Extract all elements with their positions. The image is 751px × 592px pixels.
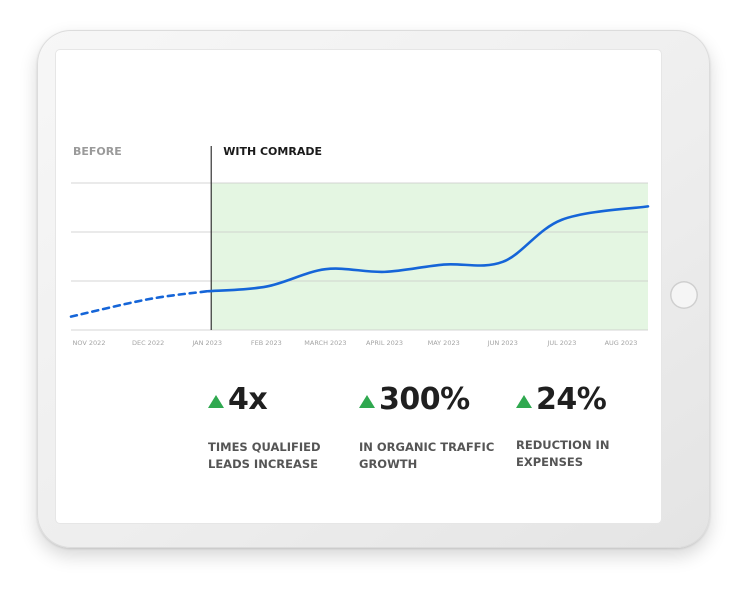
home-button[interactable] [670,281,698,309]
stat-value: 24% [536,382,607,417]
x-tick-label: FEB 2023 [251,339,282,347]
x-tick-label: JUN 2023 [487,339,518,347]
series-line-with [205,205,650,293]
up-arrow-icon [208,395,224,408]
stat-value-row: 300% [359,382,499,417]
up-arrow-icon [359,395,375,408]
x-tick-label: MAY 2023 [428,339,460,347]
stat-expenses: 24% REDUCTION IN EXPENSES [516,382,656,471]
stat-value: 4x [228,382,268,417]
line-chart: BEFORE WITH COMRADE NOV 2022 DEC 2022 JAN 20… [69,145,650,347]
stat-label: TIMES QUALIFIED LEADS INCREASE [208,440,321,471]
stat-value: 300% [379,382,470,417]
stat-value-row: 4x [208,382,348,417]
tablet-screen: BEFORE WITH COMRADE NOV 2022 DEC 2022 JAN 20… [56,50,661,523]
up-arrow-icon [516,395,532,408]
series-line-before [69,289,209,318]
after-label: WITH COMRADE [223,145,322,158]
highlight-region [211,183,648,330]
stat-label: IN ORGANIC TRAFFIC GROWTH [359,440,495,471]
before-label: BEFORE [73,145,122,158]
stat-leads: 4x TIMES QUALIFIED LEADS INCREASE [208,382,348,473]
x-tick-label: APRIL 2023 [366,339,403,347]
x-tick-label: MARCH 2023 [304,339,346,347]
x-tick-label: JAN 2023 [191,339,222,347]
x-tick-label: NOV 2022 [73,339,106,347]
stat-value-row: 24% [516,382,656,417]
x-tick-label: JUL 2023 [546,339,576,347]
stat-traffic: 300% IN ORGANIC TRAFFIC GROWTH [359,382,499,473]
stat-label: REDUCTION IN EXPENSES [516,438,610,469]
x-tick-label: DEC 2022 [132,339,164,347]
x-tick-label: AUG 2023 [605,339,638,347]
